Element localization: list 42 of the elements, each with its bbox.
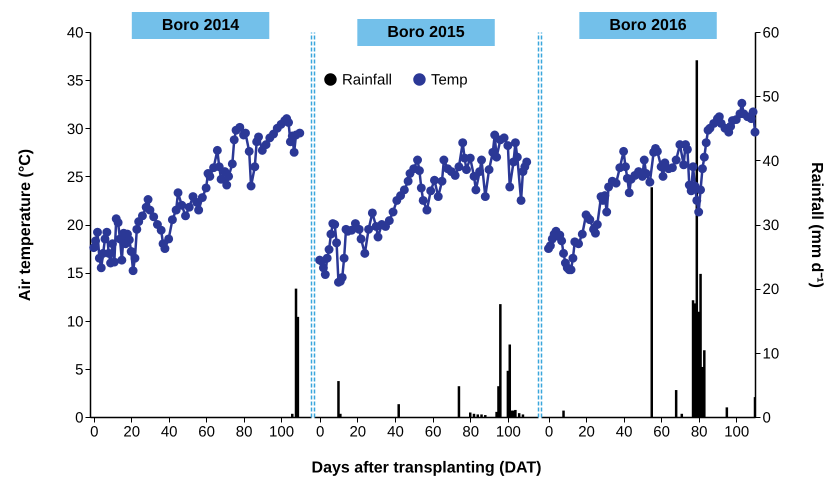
x-tick-label: 20	[578, 424, 595, 440]
x-tick-label: 40	[160, 424, 178, 440]
chart-title: Boro 2015	[387, 24, 465, 41]
x-tick-label: 60	[653, 424, 670, 440]
x-tick-label: 100	[724, 424, 750, 440]
x-tick-label: 40	[387, 424, 404, 440]
legend-label: Temp	[430, 72, 468, 89]
y2-tick-label: 50	[762, 88, 780, 106]
x-tick-label: 0	[544, 424, 554, 440]
x-tick-label: 40	[616, 424, 632, 440]
y-tick-label: 15	[66, 265, 84, 282]
y-tick-label: 35	[66, 72, 84, 90]
x-tick-label: 100	[496, 424, 521, 440]
y-tick-label: 30	[66, 120, 84, 138]
x-tick-label: 20	[349, 424, 366, 440]
x-tick-label: 60	[424, 424, 442, 440]
y2-tick-label: 30	[762, 217, 780, 234]
y2-tick-label: 10	[762, 345, 780, 362]
x-tick-label: 80	[236, 424, 252, 440]
y2-tick-label: 60	[762, 24, 780, 42]
legend-label: Rainfall	[342, 72, 392, 89]
chart-title: Boro 2016	[609, 17, 687, 34]
x-tick-label: 80	[462, 424, 480, 440]
y-axis-title: Air temperature (°C)	[16, 148, 34, 302]
y2-tick-label: 40	[762, 152, 780, 170]
x-tick-label: 0	[316, 424, 324, 440]
y-tick-label: 0	[75, 410, 84, 426]
y-tick-label: 5	[75, 361, 84, 378]
y2-axis-title: Rainfall (mm d⁻¹)	[808, 162, 826, 288]
x-tick-label: 0	[90, 424, 98, 440]
y-tick-label: 40	[66, 24, 84, 42]
x-tick-label: 100	[269, 424, 294, 440]
x-tick-label: 80	[690, 424, 708, 440]
x-axis-title: Days after transplanting (DAT)	[312, 460, 542, 476]
x-tick-label: 20	[123, 424, 140, 440]
y2-tick-label: 0	[762, 410, 771, 426]
x-tick-label: 60	[198, 424, 215, 440]
y2-tick-label: 20	[762, 281, 780, 298]
chart-title: Boro 2014	[162, 17, 240, 34]
y-tick-label: 25	[66, 168, 84, 186]
y-tick-label: 10	[66, 313, 84, 330]
y-tick-label: 20	[66, 217, 84, 234]
